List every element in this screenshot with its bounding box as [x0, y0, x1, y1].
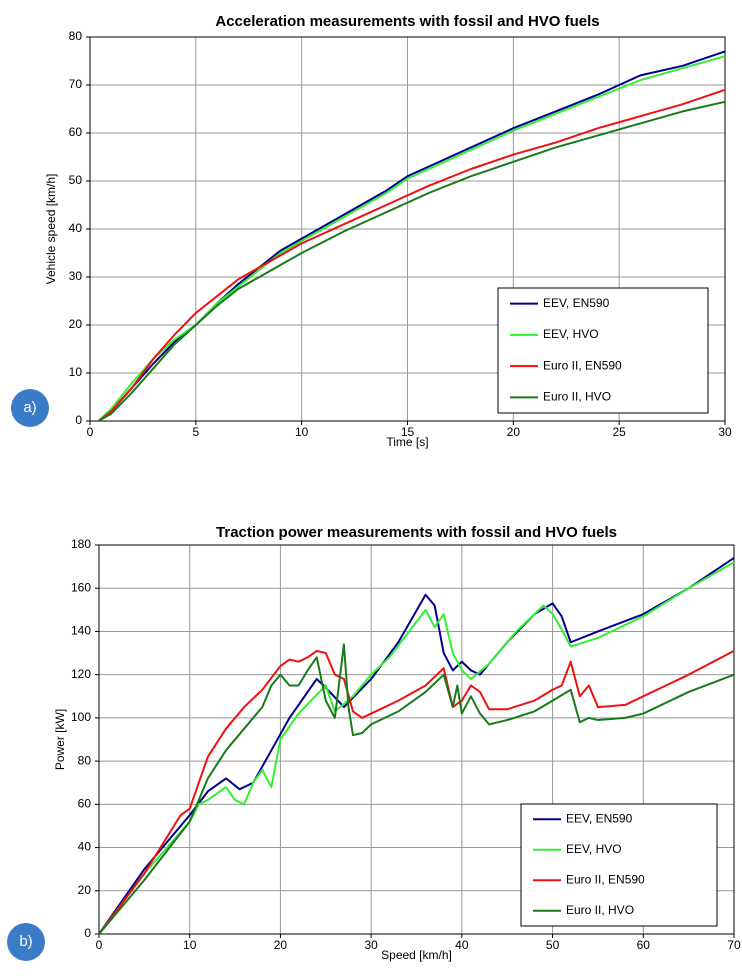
y-tick-label: 10 — [69, 365, 83, 379]
x-axis-label: Time [s] — [386, 435, 428, 449]
x-tick-label: 40 — [455, 938, 469, 952]
y-tick-label: 160 — [71, 580, 91, 594]
legend-box — [520, 803, 718, 927]
x-tick-label: 25 — [612, 425, 626, 439]
chart-title: Traction power measurements with fossil … — [216, 524, 617, 541]
series-line — [97, 88, 726, 422]
x-tick-label: 15 — [401, 425, 415, 439]
y-tick-label: 0 — [75, 413, 82, 427]
panel-label: b) — [19, 933, 32, 950]
x-tick-label: 10 — [183, 938, 197, 952]
series-line — [98, 561, 735, 935]
panel-badge — [11, 389, 49, 427]
plot-frame — [98, 544, 735, 935]
y-tick-label: 20 — [78, 883, 92, 897]
series-line — [97, 50, 726, 422]
y-tick-label: 30 — [69, 269, 83, 283]
series-line — [97, 100, 726, 422]
y-tick-label: 0 — [84, 926, 91, 940]
y-tick-label: 60 — [69, 125, 83, 139]
panel-label: a) — [23, 399, 36, 416]
y-tick-label: 70 — [69, 77, 83, 91]
legend-label: EEV, HVO — [566, 842, 622, 856]
y-tick-label: 40 — [69, 221, 83, 235]
series-line — [98, 649, 735, 935]
series-line — [98, 557, 735, 935]
series-line — [97, 55, 726, 422]
y-axis-label: Vehicle speed [km/h] — [44, 174, 58, 285]
legend-label: Euro II, HVO — [566, 903, 634, 917]
x-tick-label: 60 — [637, 938, 651, 952]
y-tick-label: 60 — [78, 797, 92, 811]
x-axis-label: Speed [km/h] — [381, 948, 452, 962]
x-tick-label: 0 — [87, 425, 94, 439]
y-axis-label: Power [kW] — [53, 709, 67, 770]
legend-label: EEV, EN590 — [543, 296, 610, 310]
legend-label: EEV, HVO — [543, 327, 599, 341]
legend-box — [497, 287, 709, 414]
chart-title: Acceleration measurements with fossil an… — [215, 13, 599, 30]
legend-label: Euro II, HVO — [543, 390, 611, 404]
y-tick-label: 180 — [71, 537, 91, 551]
x-tick-label: 5 — [192, 425, 199, 439]
series-line — [98, 643, 735, 935]
x-tick-label: 0 — [96, 938, 103, 952]
y-tick-label: 20 — [69, 317, 83, 331]
plot-frame — [89, 36, 726, 422]
panel-badge — [7, 923, 45, 961]
legend-label: EEV, EN590 — [566, 811, 633, 825]
legend-label: Euro II, EN590 — [543, 358, 622, 372]
x-tick-label: 50 — [546, 938, 560, 952]
y-tick-label: 80 — [69, 29, 83, 43]
x-tick-label: 20 — [507, 425, 521, 439]
y-tick-label: 120 — [71, 667, 91, 681]
x-tick-label: 30 — [364, 938, 378, 952]
x-tick-label: 70 — [727, 938, 741, 952]
x-tick-label: 20 — [274, 938, 288, 952]
y-tick-label: 140 — [71, 624, 91, 638]
y-tick-label: 50 — [69, 173, 83, 187]
y-tick-label: 100 — [71, 710, 91, 724]
y-tick-label: 80 — [78, 753, 92, 767]
x-tick-label: 30 — [718, 425, 732, 439]
legend-label: Euro II, EN590 — [566, 872, 645, 886]
y-tick-label: 40 — [78, 840, 92, 854]
x-tick-label: 10 — [295, 425, 309, 439]
